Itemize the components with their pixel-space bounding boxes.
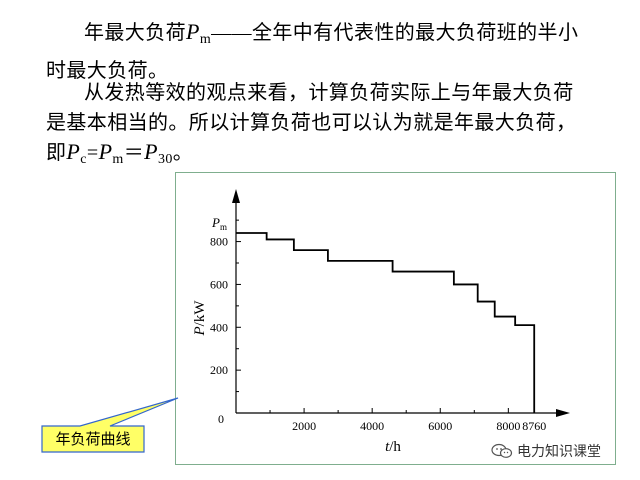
callout-label: 年负荷曲线: [55, 430, 131, 448]
y-tick-label: 600: [210, 277, 228, 291]
load-step-line: [236, 232, 536, 413]
text-ji: 即: [46, 140, 67, 164]
watermark-text: 电力知识课堂: [517, 444, 601, 460]
text-heating-equivalence: 从发热等效的观点来看，计算负荷实际上与年最大负荷: [84, 80, 574, 104]
subscript-30: 30: [157, 152, 173, 167]
x-tick-label: 8760: [522, 419, 546, 433]
subscript-c: c: [80, 152, 87, 167]
fullwidth-equals-sign: ＝: [123, 140, 145, 164]
equals-sign: =: [86, 142, 99, 164]
y-tick-label: 400: [210, 320, 228, 334]
y-tick-label: 200: [210, 363, 228, 377]
symbol-p: P: [186, 19, 200, 44]
text-equivalence-cont: 是基本相当的。所以计算负荷也可以认为就是年最大负荷，: [46, 110, 577, 134]
em-dash: ——: [211, 22, 252, 44]
text-definition-cont: 时最大负荷。: [46, 58, 169, 82]
symbol-pm: P: [98, 139, 113, 164]
symbol-subscript: m: [199, 32, 212, 47]
y-tick-label: 800: [210, 235, 228, 249]
x-axis-arrow: [556, 409, 570, 417]
x-tick-label: 4000: [360, 419, 384, 433]
wechat-icon: [491, 443, 513, 458]
y-axis-arrow: [232, 189, 240, 203]
period: 。: [172, 140, 194, 164]
symbol-pc: P: [66, 139, 81, 164]
paragraph-definition: 年最大负荷Pm——全年中有代表性的最大负荷班的半小 时最大负荷。: [46, 17, 616, 85]
origin-label: 0: [218, 412, 224, 426]
y-max-label: Pm: [211, 215, 227, 232]
load-duration-chart: 2000 4000 6000 8000 87602004006008000Pmt/hP/…: [192, 189, 570, 455]
text-definition: 全年中有代表性的最大负荷班的半小: [251, 20, 579, 44]
symbol-p30: P: [144, 139, 158, 164]
paragraph-equivalence: 从发热等效的观点来看，计算负荷实际上与年最大负荷 是基本相当的。所以计算负荷也可…: [46, 77, 616, 175]
x-tick-label: 8000: [496, 419, 520, 433]
watermark: 电力知识课堂: [491, 441, 601, 461]
text-year-max-load: 年最大负荷: [84, 20, 186, 44]
y-axis-label: P/kW: [192, 300, 208, 337]
x-tick-label: 6000: [428, 419, 452, 433]
subscript-m: m: [112, 152, 124, 167]
x-tick-label: 2000: [292, 419, 316, 433]
x-axis-label: t/h: [385, 439, 401, 455]
chart-frame: 2000 4000 6000 8000 8760 200 400 600 800 0 Pm t/h P/…: [175, 172, 616, 465]
